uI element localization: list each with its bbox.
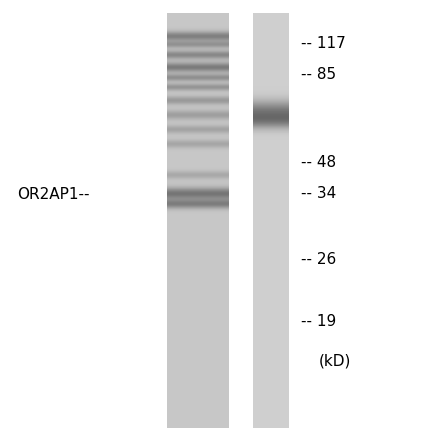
Text: -- 48: -- 48 [301,155,337,170]
Text: OR2AP1--: OR2AP1-- [18,187,90,202]
Text: -- 34: -- 34 [301,186,337,201]
Text: -- 19: -- 19 [301,314,337,329]
Text: (kD): (kD) [319,353,352,368]
Text: -- 26: -- 26 [301,252,337,267]
Text: -- 85: -- 85 [301,67,337,82]
Text: -- 117: -- 117 [301,36,346,51]
